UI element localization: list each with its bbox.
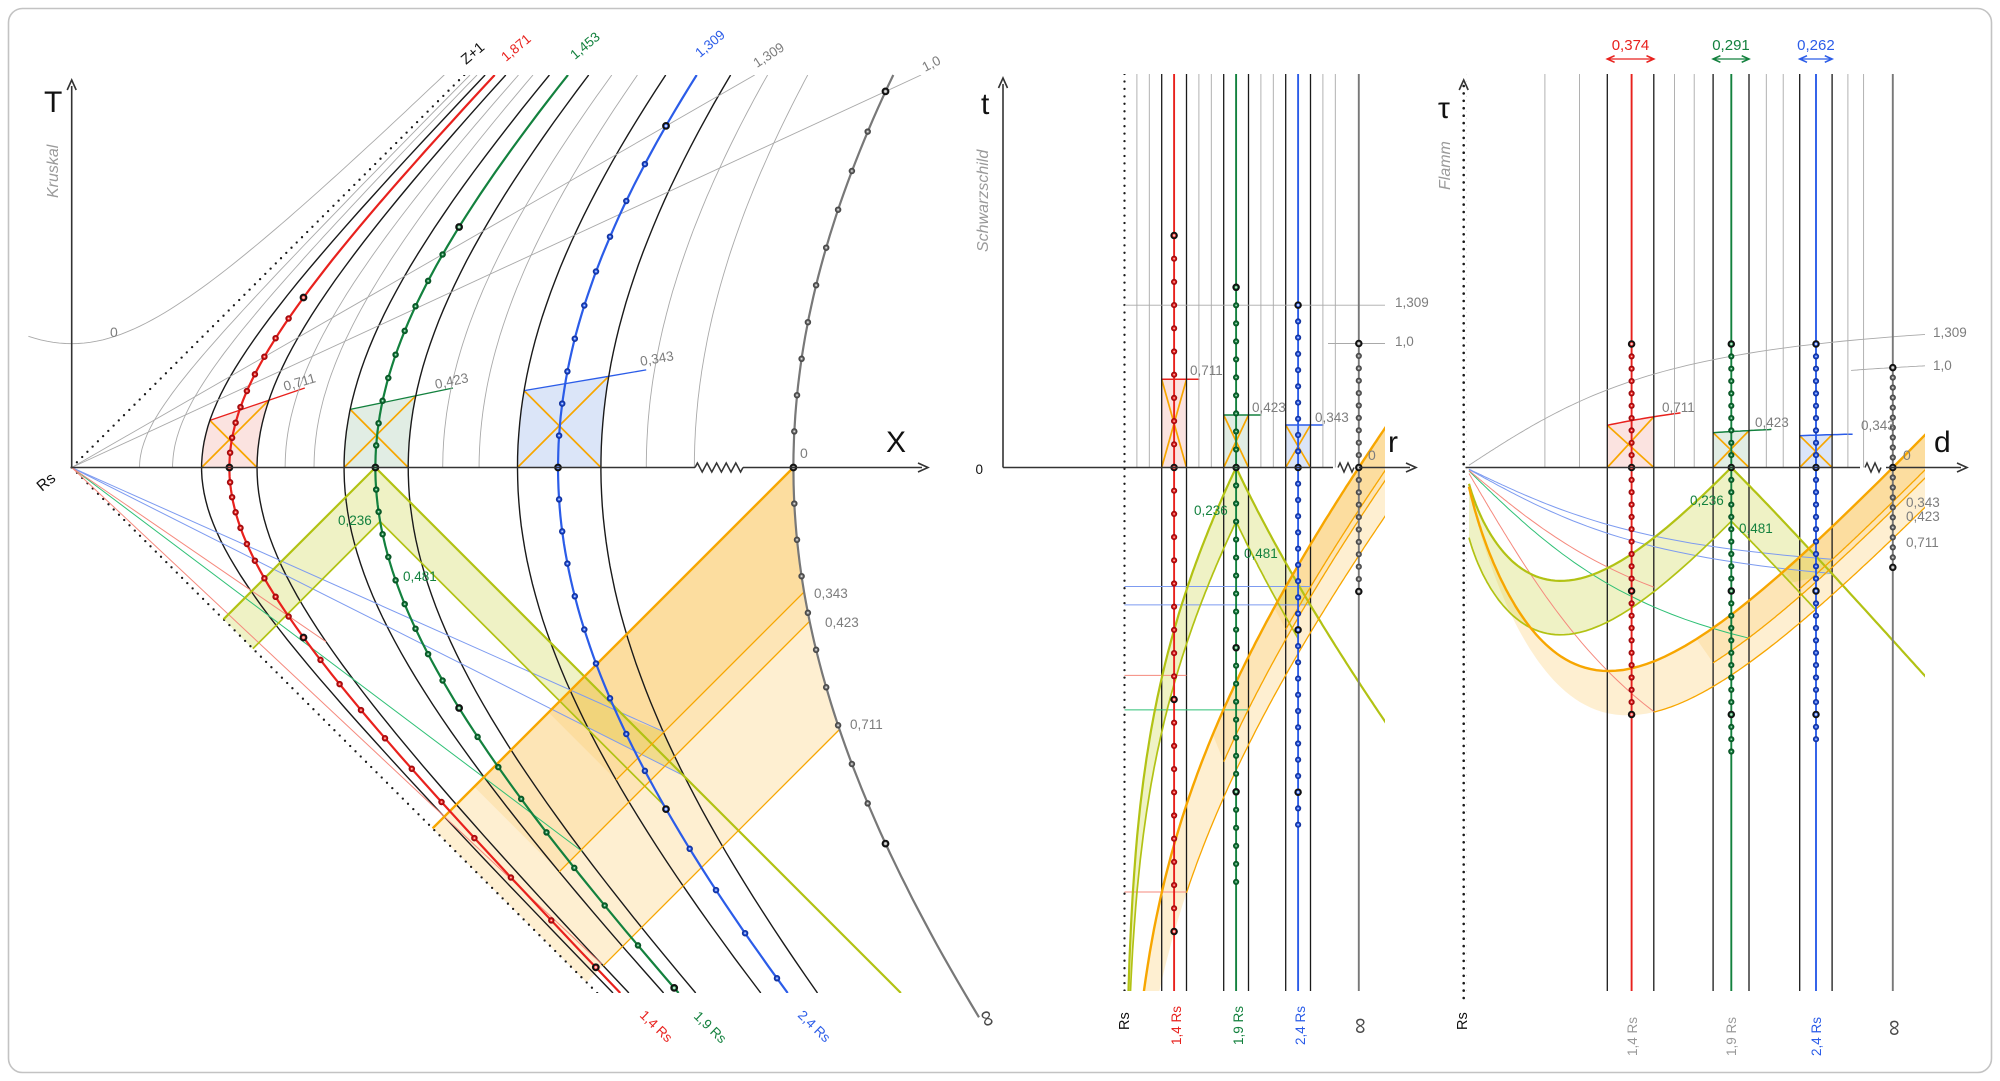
svg-text:0,343: 0,343 xyxy=(1315,410,1349,425)
svg-text:0,343: 0,343 xyxy=(1906,495,1940,510)
svg-text:0,711: 0,711 xyxy=(850,717,883,732)
svg-text:∞: ∞ xyxy=(1346,1018,1372,1034)
svg-text:Rs: Rs xyxy=(1455,1012,1471,1030)
svg-text:0: 0 xyxy=(800,445,808,461)
svg-text:0,423: 0,423 xyxy=(1755,415,1789,430)
svg-text:0: 0 xyxy=(1903,447,1911,463)
svg-text:0,343: 0,343 xyxy=(639,348,675,369)
svg-text:0,291: 0,291 xyxy=(1712,37,1750,54)
svg-text:∞: ∞ xyxy=(1880,1020,1906,1036)
svg-text:0,262: 0,262 xyxy=(1797,37,1835,54)
svg-text:1,4 Rs: 1,4 Rs xyxy=(1169,1006,1184,1045)
svg-text:1,309: 1,309 xyxy=(1395,295,1429,310)
svg-text:0: 0 xyxy=(975,462,983,477)
svg-text:0,236: 0,236 xyxy=(338,513,372,528)
svg-text:0,236: 0,236 xyxy=(1690,493,1724,508)
svg-text:X: X xyxy=(886,426,906,459)
svg-text:0: 0 xyxy=(1368,447,1376,463)
svg-text:Kruskal: Kruskal xyxy=(45,144,62,198)
svg-text:0,343: 0,343 xyxy=(814,586,848,601)
svg-text:2,4 Rs: 2,4 Rs xyxy=(1809,1017,1824,1056)
svg-text:2,4 Rs: 2,4 Rs xyxy=(1293,1006,1308,1045)
svg-text:0,481: 0,481 xyxy=(403,569,437,584)
svg-text:1,4 Rs: 1,4 Rs xyxy=(1625,1017,1640,1056)
svg-text:T: T xyxy=(44,86,62,119)
svg-text:r: r xyxy=(1388,426,1398,459)
svg-text:Schwarzschild: Schwarzschild xyxy=(975,149,992,252)
svg-text:0,711: 0,711 xyxy=(1662,400,1695,415)
svg-text:τ: τ xyxy=(1438,92,1450,125)
svg-text:1,0: 1,0 xyxy=(1933,358,1952,373)
svg-text:0,481: 0,481 xyxy=(1739,521,1773,536)
svg-text:1,9 Rs: 1,9 Rs xyxy=(1231,1006,1246,1045)
svg-text:Flamm: Flamm xyxy=(1437,141,1454,190)
svg-text:1,9 Rs: 1,9 Rs xyxy=(1724,1017,1739,1056)
svg-text:1,0: 1,0 xyxy=(1395,334,1414,349)
svg-text:0,711: 0,711 xyxy=(1906,535,1939,550)
svg-text:0,481: 0,481 xyxy=(1244,546,1278,561)
svg-text:0,236: 0,236 xyxy=(1194,503,1228,518)
svg-text:t: t xyxy=(981,88,990,121)
svg-text:0,423: 0,423 xyxy=(825,615,859,630)
svg-text:0: 0 xyxy=(110,324,118,340)
svg-text:Rs: Rs xyxy=(1117,1012,1133,1030)
svg-text:0,343: 0,343 xyxy=(1861,418,1895,433)
svg-text:0,423: 0,423 xyxy=(434,370,470,392)
svg-text:0,374: 0,374 xyxy=(1612,37,1650,54)
svg-text:0,711: 0,711 xyxy=(1190,363,1223,378)
svg-text:1,309: 1,309 xyxy=(1933,325,1967,340)
svg-text:0,423: 0,423 xyxy=(1252,400,1286,415)
svg-text:d: d xyxy=(1934,426,1951,459)
svg-text:0,423: 0,423 xyxy=(1906,509,1940,524)
